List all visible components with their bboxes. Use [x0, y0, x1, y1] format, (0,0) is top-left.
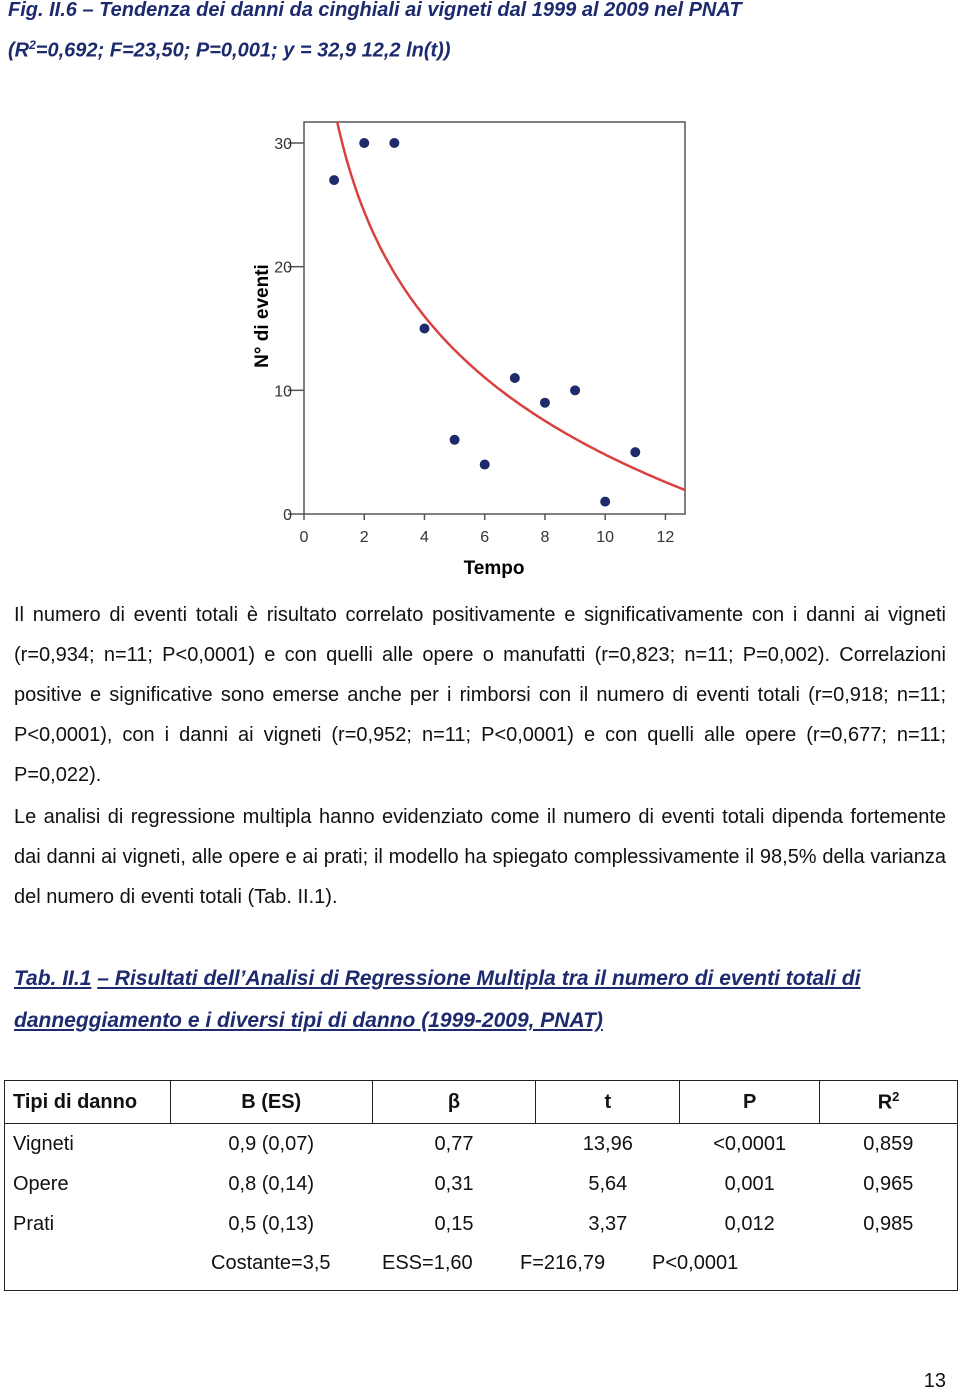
- fit-curve: [335, 122, 685, 492]
- table-row: Vigneti 0,9 (0,07) 0,77 13,96 <0,0001 0,859: [5, 1124, 958, 1165]
- x-tick-label: 0: [300, 529, 309, 546]
- x-tick-label: 2: [360, 529, 369, 546]
- figure-subtitle: (R2=0,692; F=23,50; P=0,001; y = 32,9 12…: [8, 38, 450, 63]
- header-cell: B (ES): [169, 1080, 373, 1124]
- data-point: [358, 137, 371, 150]
- x-tick-label: 8: [540, 529, 549, 546]
- caption-text: – Risultati dell’Analisi di Regressione …: [14, 967, 861, 1032]
- y-tick-label: 20: [274, 260, 292, 277]
- footer-text: Costante=3,5: [211, 1252, 331, 1274]
- table-row: Opere 0,8 (0,14) 0,31 5,64 0,001 0,965: [5, 1164, 958, 1204]
- x-tick-label: 12: [657, 529, 675, 546]
- table-cell: 0,985: [863, 1212, 914, 1235]
- table-cell: 0,5 (0,13): [228, 1212, 315, 1235]
- data-point: [538, 396, 551, 409]
- y-tick-label: 10: [274, 383, 292, 400]
- table-cell: 0,859: [863, 1132, 914, 1155]
- header-sup: 2: [892, 1089, 900, 1105]
- table-cell: 0,31: [434, 1172, 474, 1195]
- table-cell: 0,77: [434, 1132, 474, 1155]
- table: Tipi di danno B (ES) β t P R2 Vigneti 0,9 (0,0…: [4, 1080, 958, 1291]
- header-cell: t: [535, 1080, 681, 1124]
- caption-label: Tab. II.1: [14, 967, 92, 990]
- y-axis-label: N° di eventi: [252, 264, 273, 368]
- table-cell: Prati: [13, 1212, 55, 1235]
- table-cell: 0,001: [724, 1172, 775, 1195]
- figure-title: Fig. II.6 – Tendenza dei danni da cinghi…: [8, 0, 742, 21]
- data-point: [448, 433, 461, 446]
- data-point: [508, 371, 521, 384]
- table-cell: <0,0001: [713, 1132, 787, 1155]
- table-cell: Opere: [13, 1172, 69, 1195]
- subtitle-part: =0,692; F=23,50; P=0,001; y = 32,9 12,2 …: [35, 39, 451, 62]
- footer-text: ESS=1,60: [382, 1252, 473, 1274]
- table-cell: 0,965: [863, 1172, 914, 1195]
- header-cell: P: [679, 1080, 821, 1124]
- footer-cell: Costante=3,5 ESS=1,60 F=216,79 P<0,0001: [5, 1244, 958, 1291]
- table-cell: 0,15: [434, 1212, 474, 1235]
- x-tick-label: 6: [480, 529, 489, 546]
- data-point: [478, 458, 491, 471]
- header-cell: R2: [819, 1080, 958, 1124]
- data-point: [418, 322, 431, 335]
- footer-text: P<0,0001: [652, 1252, 739, 1274]
- x-axis-label: Tempo: [464, 558, 525, 579]
- table-cell: 5,64: [588, 1172, 628, 1195]
- page-number: 13: [923, 1370, 946, 1392]
- header-row: Tipi di danno B (ES) β t P R2: [4, 1080, 958, 1124]
- table-cell: Vigneti: [13, 1132, 74, 1155]
- plot-frame: [303, 121, 686, 515]
- table-caption: Tab. II.1 – Risultati dell’Analisi di Re…: [14, 958, 954, 1042]
- data-point: [629, 446, 642, 459]
- table-row: Prati 0,5 (0,13) 0,15 3,37 0,012 0,985: [5, 1204, 958, 1244]
- table-cell: 3,37: [588, 1212, 628, 1235]
- table-cell: 13,96: [582, 1132, 633, 1155]
- data-point: [569, 384, 582, 397]
- x-tick-label: 4: [420, 529, 429, 546]
- header-text: R: [877, 1091, 893, 1114]
- subtitle-sup: 2: [29, 38, 36, 52]
- table-cell: 0,012: [724, 1212, 775, 1235]
- table-cell: 0,8 (0,14): [228, 1172, 315, 1195]
- paragraph: Le analisi di regressione multipla hanno…: [14, 806, 946, 908]
- x-tick-label: 10: [596, 529, 614, 546]
- y-tick-label: 30: [274, 136, 292, 153]
- footer-row: Costante=3,5 ESS=1,60 F=216,79 P<0,0001: [5, 1244, 958, 1291]
- chart: Tempo N° di eventi 0 10 20 30 0 2 4 6 8 10 12: [252, 121, 686, 579]
- data-point: [388, 137, 401, 150]
- footer-text: F=216,79: [520, 1252, 606, 1274]
- y-tick-label: 0: [283, 507, 292, 524]
- data-point: [599, 495, 612, 508]
- header-cell: Tipi di danno: [4, 1080, 171, 1124]
- data-point: [328, 174, 341, 187]
- subtitle-part: (R: [8, 39, 30, 62]
- table-cell: 0,9 (0,07): [228, 1132, 315, 1155]
- header-cell: β: [371, 1080, 537, 1124]
- paragraph: Il numero di eventi totali è risultato c…: [14, 604, 946, 786]
